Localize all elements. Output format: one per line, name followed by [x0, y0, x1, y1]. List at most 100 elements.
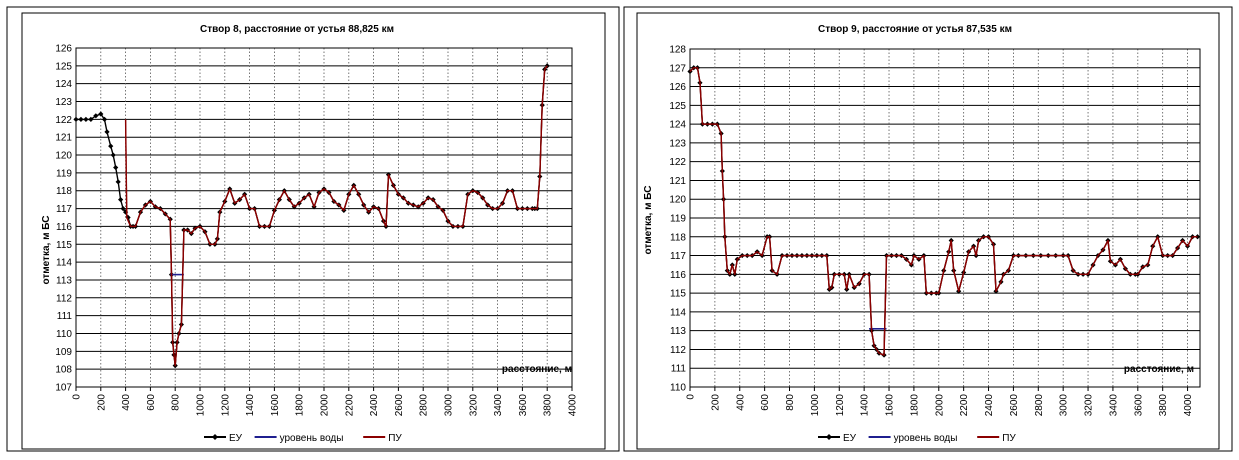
y-tick-label: 121: [55, 133, 72, 144]
chart-2-legend: ЕУ уровень воды ПУ: [818, 433, 1016, 444]
data-point: [110, 152, 116, 158]
chart-2-series: [687, 65, 1201, 358]
chart-2-area: [636, 12, 1220, 450]
data-point: [115, 179, 121, 185]
y-tick-label: 128: [669, 45, 686, 56]
chart-2: Створ 9, расстояние от устья 87,535 км 0…: [643, 24, 1201, 444]
data-point: [108, 143, 114, 149]
y-tick-label: 126: [55, 44, 72, 55]
y-tick-label: 125: [669, 101, 686, 112]
y-tick-label: 111: [671, 364, 687, 375]
x-tick-label: 1800: [909, 394, 920, 417]
x-tick-label: 400: [121, 394, 132, 411]
data-point: [113, 164, 119, 171]
data-point: [88, 116, 94, 122]
y-tick-label: 120: [669, 195, 686, 206]
y-tick-label: 124: [55, 79, 72, 90]
y-tick-label: 114: [56, 258, 72, 269]
x-tick-label: 3200: [468, 394, 479, 417]
data-point: [83, 116, 89, 122]
data-point: [125, 214, 131, 221]
legend-marker: [212, 434, 218, 440]
x-tick-label: 2200: [959, 394, 970, 417]
chart-1-x-tick-labels: 0 200 400 600 800 1000 1200 1400 1600 1800 2000 220…: [72, 394, 579, 417]
y-tick-label: 114: [670, 307, 686, 318]
x-tick-label: 4000: [568, 394, 579, 417]
data-point: [1194, 234, 1201, 240]
x-tick-label: 3000: [1059, 394, 1070, 417]
data-point: [101, 116, 108, 122]
data-point: [120, 205, 126, 212]
x-tick-label: 3400: [493, 394, 504, 417]
legend-marker: [826, 434, 832, 440]
x-tick-label: 0: [686, 394, 697, 400]
legend-label: ЕУ: [229, 433, 243, 444]
y-tick-label: 124: [669, 120, 686, 131]
data-point: [98, 111, 104, 117]
y-tick-label: 122: [55, 115, 72, 126]
x-tick-label: 2000: [320, 394, 331, 417]
x-tick-label: 600: [146, 394, 157, 411]
x-tick-label: 200: [710, 394, 721, 411]
x-tick-label: 1200: [220, 394, 231, 417]
chart-1-y-tick-labels: 107 108 109 110 111 112 113 114 115 116 117 118 119 1…: [55, 44, 72, 394]
x-tick-label: 2400: [369, 394, 380, 417]
x-tick-label: 4000: [1183, 394, 1194, 417]
x-tick-label: 2600: [394, 394, 405, 417]
data-point: [118, 197, 124, 203]
x-tick-label: 3000: [444, 394, 455, 417]
chart-2-title: Створ 9, расстояние от устья 87,535 км: [818, 24, 1012, 35]
y-tick-label: 110: [56, 329, 72, 340]
chart-2-x-axis-label: расстояние, м: [1124, 364, 1194, 375]
y-tick-label: 110: [670, 383, 686, 394]
series-line-pu-overlay: [689, 67, 1198, 356]
legend-label: уровень воды: [280, 433, 344, 444]
chart-1-x-axis-label: расстояние, м: [502, 364, 572, 375]
y-tick-label: 112: [670, 345, 686, 356]
x-tick-label: 1000: [196, 394, 207, 417]
y-tick-label: 125: [55, 61, 72, 72]
x-tick-label: 400: [735, 394, 746, 411]
x-tick-label: 800: [171, 394, 182, 411]
y-tick-label: 117: [670, 251, 686, 262]
y-tick-label: 121: [669, 176, 686, 187]
plot-frame: [75, 47, 573, 388]
x-tick-label: 1600: [270, 394, 281, 417]
y-tick-label: 115: [670, 289, 686, 300]
y-tick-label: 119: [670, 214, 686, 225]
plot-frame: [689, 48, 1201, 388]
y-tick-label: 118: [670, 232, 686, 243]
x-tick-label: 2600: [1009, 394, 1020, 417]
y-tick-label: 107: [55, 383, 72, 394]
y-tick-label: 119: [56, 168, 72, 179]
x-tick-label: 3800: [543, 394, 554, 417]
chart-1-legend: ЕУ уровень воды ПУ: [204, 433, 402, 444]
x-tick-label: 1400: [245, 394, 256, 417]
x-tick-label: 1000: [810, 394, 821, 417]
chart-1-title: Створ 8, расстояние от устья 88,825 км: [200, 24, 394, 35]
y-tick-label: 117: [56, 204, 72, 215]
x-tick-label: 3800: [1158, 394, 1169, 417]
chart-1-outer-frame: [6, 6, 620, 452]
legend-label: ПУ: [388, 433, 402, 444]
x-tick-label: 200: [96, 394, 107, 411]
x-tick-label: 2800: [419, 394, 430, 417]
series-line-pu-overlay: [125, 65, 548, 367]
data-point: [73, 116, 79, 122]
y-tick-label: 116: [670, 270, 686, 281]
x-tick-label: 1200: [835, 394, 846, 417]
y-tick-label: 109: [55, 347, 72, 358]
chart-2-outer-frame: [623, 6, 1233, 452]
x-tick-label: 800: [785, 394, 796, 411]
x-tick-label: 2400: [984, 394, 995, 417]
y-tick-label: 123: [55, 97, 72, 108]
x-tick-label: 2800: [1034, 394, 1045, 417]
x-tick-label: 1600: [885, 394, 896, 417]
legend-label: уровень воды: [894, 433, 958, 444]
x-tick-label: 2000: [934, 394, 945, 417]
chart-2-y-axis-label: отметка, м БС: [643, 185, 654, 254]
chart-1: Створ 8, расстояние от устья 88,825 км 0…: [41, 24, 579, 444]
chart-2-gridlines: [689, 48, 1201, 391]
x-tick-label: 3200: [1084, 394, 1095, 417]
